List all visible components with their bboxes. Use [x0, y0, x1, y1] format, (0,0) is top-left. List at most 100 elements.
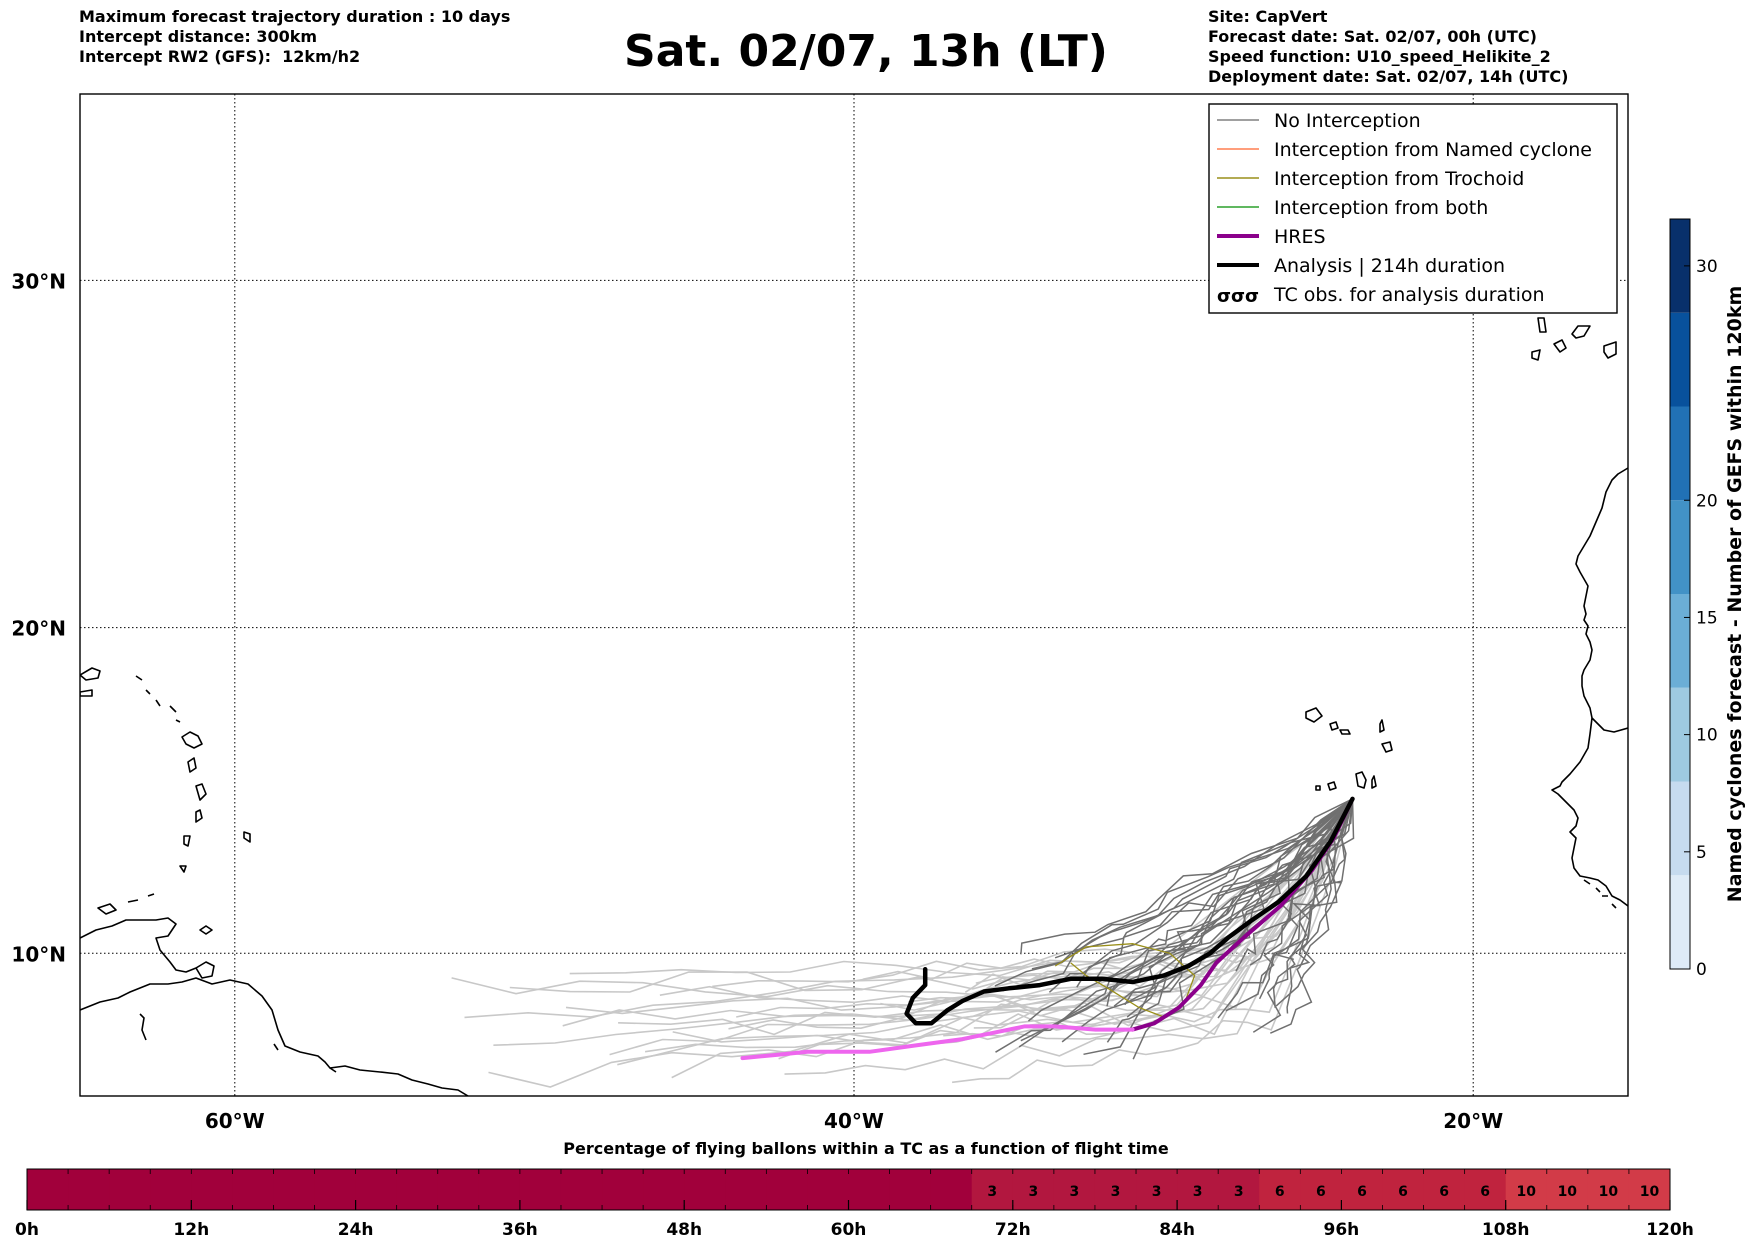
colorbar-right-frame — [1669, 218, 1691, 970]
coastline-guyana-islands — [139, 1013, 337, 1073]
legend-label: TC obs. for analysis duration — [1273, 284, 1545, 306]
colorbar-right-cell — [1670, 219, 1690, 313]
info-deployment-date: Deployment date: Sat. 02/07, 14h (UTC) — [1208, 67, 1569, 86]
run-info-right: Site: CapVert Forecast date: Sat. 02/07,… — [1208, 7, 1568, 87]
colorbar-bottom-value: 10 — [1558, 1184, 1578, 1200]
coastline-boa-vista — [1381, 741, 1393, 753]
colorbar-bottom-value: 6 — [1439, 1184, 1449, 1200]
colorbar-right-label: Named cyclones forecast - Number of GEFS… — [1724, 286, 1746, 903]
colorbar-bottom-tick-label: 60h — [831, 1220, 867, 1240]
info-site: Site: CapVert — [1208, 7, 1328, 26]
legend-label: Interception from both — [1274, 197, 1488, 219]
ensemble-trajectory — [862, 798, 1354, 981]
coastline-hispaniola — [80, 667, 101, 681]
colorbar-bottom-cell — [150, 1169, 192, 1210]
coastline-maio — [1371, 775, 1377, 789]
colorbar-right-tick-label: 30 — [1696, 257, 1718, 277]
colorbar-bottom-value: 6 — [1275, 1184, 1285, 1200]
colorbar-right-tick-label: 5 — [1696, 843, 1707, 863]
coastline-st-lucia — [195, 783, 207, 801]
ensemble-trajectory-short — [1076, 798, 1353, 988]
colorbar-bottom-cell — [1587, 1169, 1630, 1210]
coastline-bijagos — [1583, 879, 1617, 909]
info-max-duration: Maximum forecast trajectory duration : 1… — [79, 7, 511, 26]
colorbar-right-tick-label: 10 — [1696, 726, 1718, 746]
colorbar-bottom-cell — [684, 1169, 726, 1210]
colorbar-bottom-value: 3 — [1028, 1184, 1038, 1200]
colorbar-bottom-cell — [109, 1169, 151, 1210]
coastline-martinique — [187, 757, 197, 773]
colorbar-bottom-cell — [725, 1169, 767, 1210]
hres-trajectory-late — [740, 1024, 1135, 1061]
colorbar-bottom-cell — [807, 1169, 849, 1210]
coastline-abc-islands — [97, 893, 155, 915]
colorbar-bottom-tick-label: 96h — [1324, 1220, 1360, 1240]
lon-tick-label: 60°W — [205, 1109, 265, 1133]
colorbar-bottom-value: 10 — [1640, 1184, 1660, 1200]
ensemble-trajectory — [565, 798, 1354, 1015]
coastline-sal — [1379, 719, 1385, 733]
ensemble-trajectory-short — [1270, 798, 1354, 961]
colorbar-bottom-cell — [1012, 1169, 1055, 1210]
colorbar-bottom-cell — [314, 1169, 357, 1210]
coastline-st-vincent — [195, 809, 203, 823]
colorbar-bottom-tick-label: 72h — [995, 1220, 1031, 1240]
coastline-trinidad — [195, 961, 215, 979]
coastline-venezuela-north — [80, 917, 197, 973]
colorbar-bottom-value: 3 — [1070, 1184, 1080, 1200]
colorbar-bottom-cell — [437, 1169, 480, 1210]
coastline-barbados — [243, 831, 251, 843]
ensemble-trajectory — [736, 798, 1354, 1018]
colorbar-bottom-tick-label: 108h — [1482, 1220, 1530, 1240]
ensemble-trajectory-short — [1275, 798, 1354, 1007]
colorbar-bottom-tick-label: 24h — [338, 1220, 374, 1240]
ensemble-trajectory — [880, 798, 1354, 1011]
coastline-guadeloupe — [181, 731, 203, 749]
legend-label: Interception from Trochoid — [1274, 168, 1524, 190]
coastlines — [80, 317, 1628, 1096]
colorbar-bottom-tick-label: 0h — [15, 1220, 39, 1240]
colorbar-bottom-cell — [1423, 1169, 1466, 1210]
colorbar-bottom-tick-label: 84h — [1159, 1220, 1195, 1240]
colorbar-right-tick-label: 0 — [1696, 960, 1707, 980]
colorbar-bottom-cell — [1094, 1169, 1137, 1210]
colorbar-bottom-cell — [396, 1169, 439, 1210]
colorbar-bottom-tick-label: 120h — [1646, 1220, 1694, 1240]
colorbar-bottom-cell — [1300, 1169, 1342, 1210]
colorbar-bottom-cell — [643, 1169, 685, 1210]
colorbar-bottom-cell — [1053, 1169, 1096, 1210]
map-tick-labels: 60°W 40°W 20°W 30°N 20°N 10°N — [11, 269, 1503, 1133]
colorbar-bottom-value: 10 — [1599, 1184, 1619, 1200]
colorbar-bottom-tick-label: 36h — [502, 1220, 538, 1240]
ensemble-trajectory-short — [1048, 798, 1353, 993]
colorbar-right-cell — [1670, 594, 1690, 688]
trajectory-map: 60°W 40°W 20°W 30°N 20°N 10°N No Interception… — [11, 93, 1629, 1133]
colorbar-bottom-value: 6 — [1357, 1184, 1367, 1200]
colorbar-bottom-value: 3 — [1234, 1184, 1244, 1200]
ensemble-trajectory-short — [1252, 798, 1354, 1033]
coastline-fogo — [1327, 781, 1337, 791]
lat-tick-label: 20°N — [11, 617, 66, 641]
colorbar-bottom-cell — [478, 1169, 521, 1210]
page-title: Sat. 02/07, 13h (LT) — [624, 26, 1108, 77]
colorbar-bottom-cell — [232, 1169, 274, 1210]
ensemble-trajectory-short — [1018, 798, 1354, 1048]
coastline-sao-nicolau — [1339, 729, 1351, 735]
map-grid — [80, 94, 1628, 1096]
colorbar-bottom-cell — [1136, 1169, 1178, 1210]
ensemble-trajectory — [618, 798, 1354, 1036]
ensemble-trajectory-short — [1031, 798, 1353, 970]
coastline-south-america — [80, 977, 469, 1096]
tc-obs-symbol: σσσ — [1217, 286, 1259, 307]
colorbar-bottom-cell — [1341, 1169, 1383, 1210]
colorbar-right-cell — [1670, 781, 1690, 876]
colorbar-bottom-cell — [519, 1169, 562, 1210]
colorbar-bottom-value: 3 — [1152, 1184, 1162, 1200]
coastline-margarita — [199, 925, 213, 935]
colorbar-bottom-value: 6 — [1398, 1184, 1408, 1200]
ensemble-trajectory-short — [1113, 798, 1354, 1007]
ensemble-trajectory-short — [1042, 798, 1354, 1032]
map-frame — [79, 93, 1629, 1097]
coastline-puerto-rico — [80, 689, 93, 697]
